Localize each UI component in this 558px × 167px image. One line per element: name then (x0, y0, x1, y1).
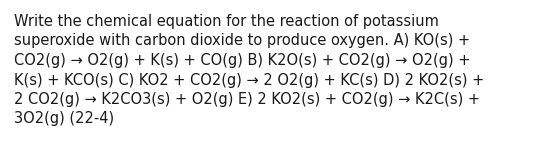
Text: 3O2(g) (22-4): 3O2(g) (22-4) (14, 112, 114, 126)
Text: Write the chemical equation for the reaction of potassium: Write the chemical equation for the reac… (14, 14, 439, 29)
Text: CO2(g) → O2(g) + K(s) + CO(g) B) K2O(s) + CO2(g) → O2(g) +: CO2(g) → O2(g) + K(s) + CO(g) B) K2O(s) … (14, 53, 470, 68)
Text: K(s) + KCO(s) C) KO2 + CO2(g) → 2 O2(g) + KC(s) D) 2 KO2(s) +: K(s) + KCO(s) C) KO2 + CO2(g) → 2 O2(g) … (14, 72, 484, 88)
Text: superoxide with carbon dioxide to produce oxygen. A) KO(s) +: superoxide with carbon dioxide to produc… (14, 34, 470, 48)
Text: 2 CO2(g) → K2CO3(s) + O2(g) E) 2 KO2(s) + CO2(g) → K2C(s) +: 2 CO2(g) → K2CO3(s) + O2(g) E) 2 KO2(s) … (14, 92, 480, 107)
